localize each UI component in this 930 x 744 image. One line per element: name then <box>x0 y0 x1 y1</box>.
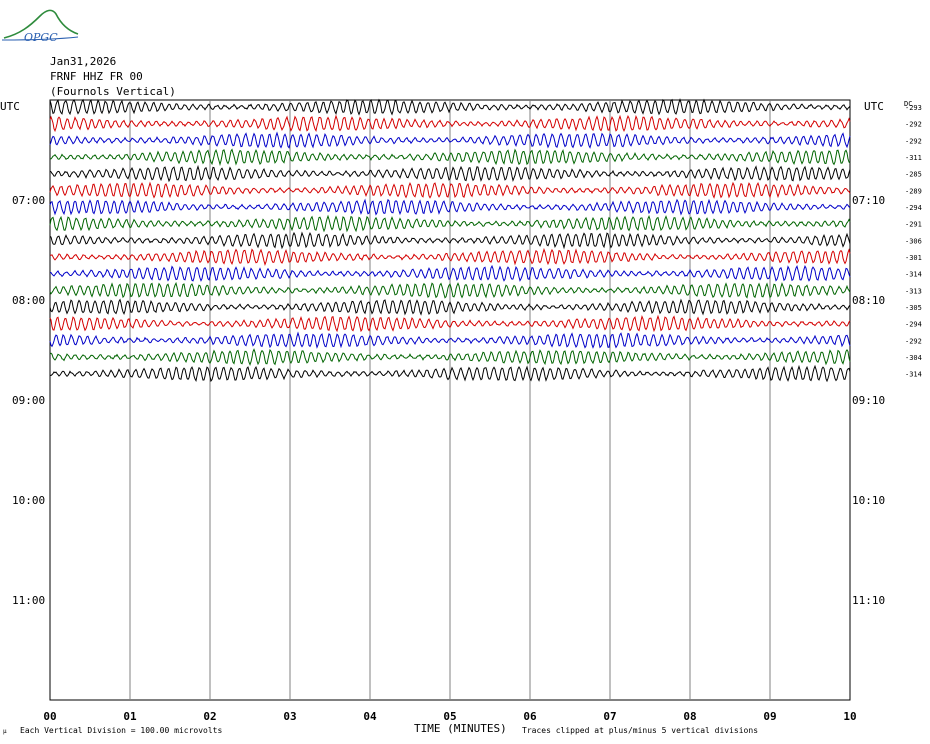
seismic-trace <box>49 348 851 367</box>
seismic-trace <box>50 247 851 266</box>
seismic-trace <box>49 114 851 133</box>
dc-offset-label: -292 <box>905 121 922 129</box>
dc-offset-label: -314 <box>905 371 922 379</box>
dc-offset-label: -305 <box>905 304 922 312</box>
x-tick-label: 08 <box>683 710 696 723</box>
left-hour-label: 08:00 <box>12 294 45 307</box>
right-hour-label: 07:10 <box>852 194 885 207</box>
seismic-trace <box>49 264 851 282</box>
dc-offset-label: -306 <box>905 237 922 245</box>
chart-station: FRNF HHZ FR 00 <box>50 70 143 83</box>
left-hour-label: 07:00 <box>12 194 45 207</box>
dc-offset-label: -292 <box>905 337 922 345</box>
chart-description: (Fournols Vertical) <box>50 85 176 98</box>
dc-offset-label: -304 <box>905 354 922 362</box>
x-tick-label: 01 <box>123 710 137 723</box>
left-hour-label: 11:00 <box>12 594 45 607</box>
scale-note-mark: μ <box>3 728 7 735</box>
seismic-trace <box>49 231 851 250</box>
x-tick-label: 02 <box>203 710 216 723</box>
right-hour-label: 11:10 <box>852 594 885 607</box>
utc-label-right: UTC <box>864 100 884 113</box>
seismic-trace <box>49 298 851 316</box>
chart-date: Jan31,2026 <box>50 55 117 68</box>
dc-label: DC <box>904 100 912 108</box>
seismic-trace <box>49 198 851 216</box>
scale-note: Each Vertical Division = 100.00 microvol… <box>20 726 222 735</box>
axis-labels: 00 01 02 03 04 05 06 07 08 09 10 07:00 08:00 09:00 10:… <box>12 104 922 723</box>
seismic-traces <box>49 98 851 383</box>
plot-grid <box>49 99 851 701</box>
dc-offset-label: -289 <box>905 187 922 195</box>
dc-offset-label: -313 <box>905 287 922 295</box>
x-tick-label: 05 <box>443 710 456 723</box>
x-tick-label: 00 <box>43 710 56 723</box>
x-axis-title: TIME (MINUTES) <box>414 722 507 735</box>
logo-text: OPGC <box>24 31 58 44</box>
right-hour-label: 08:10 <box>852 294 885 307</box>
clip-note: Traces clipped at plus/minus 5 vertical … <box>522 726 758 735</box>
x-tick-label: 10 <box>843 710 856 723</box>
dc-offset-label: -314 <box>905 271 922 279</box>
dc-offset-label: -301 <box>905 254 922 262</box>
seismic-trace <box>49 181 851 199</box>
seismic-trace <box>49 331 851 349</box>
seismic-trace <box>49 98 851 116</box>
seismic-trace <box>49 281 851 299</box>
right-hour-label: 10:10 <box>852 494 885 507</box>
left-hour-label: 09:00 <box>12 394 45 407</box>
dc-offset-label: -294 <box>905 204 922 212</box>
seismic-trace <box>49 164 851 183</box>
opgc-logo: OPGC <box>1 9 79 44</box>
seismic-trace <box>49 148 851 167</box>
x-tick-label: 04 <box>363 710 377 723</box>
dc-offset-label: -285 <box>905 171 922 179</box>
seismic-trace <box>49 131 851 149</box>
x-tick-label: 07 <box>603 710 616 723</box>
seismic-trace <box>49 314 851 333</box>
dc-offset-label: -293 <box>905 104 922 112</box>
x-tick-label: 06 <box>523 710 537 723</box>
dc-offset-label: -311 <box>905 154 922 162</box>
x-tick-label: 09 <box>763 710 776 723</box>
seismic-trace <box>49 214 851 233</box>
dc-offset-label: -294 <box>905 321 922 329</box>
left-hour-label: 10:00 <box>12 494 45 507</box>
seismic-trace <box>49 364 851 383</box>
utc-label-left: UTC <box>0 100 20 113</box>
dc-offset-label: -291 <box>905 221 922 229</box>
right-hour-label: 09:10 <box>852 394 885 407</box>
dc-offset-label: -292 <box>905 137 922 145</box>
x-tick-label: 03 <box>283 710 296 723</box>
